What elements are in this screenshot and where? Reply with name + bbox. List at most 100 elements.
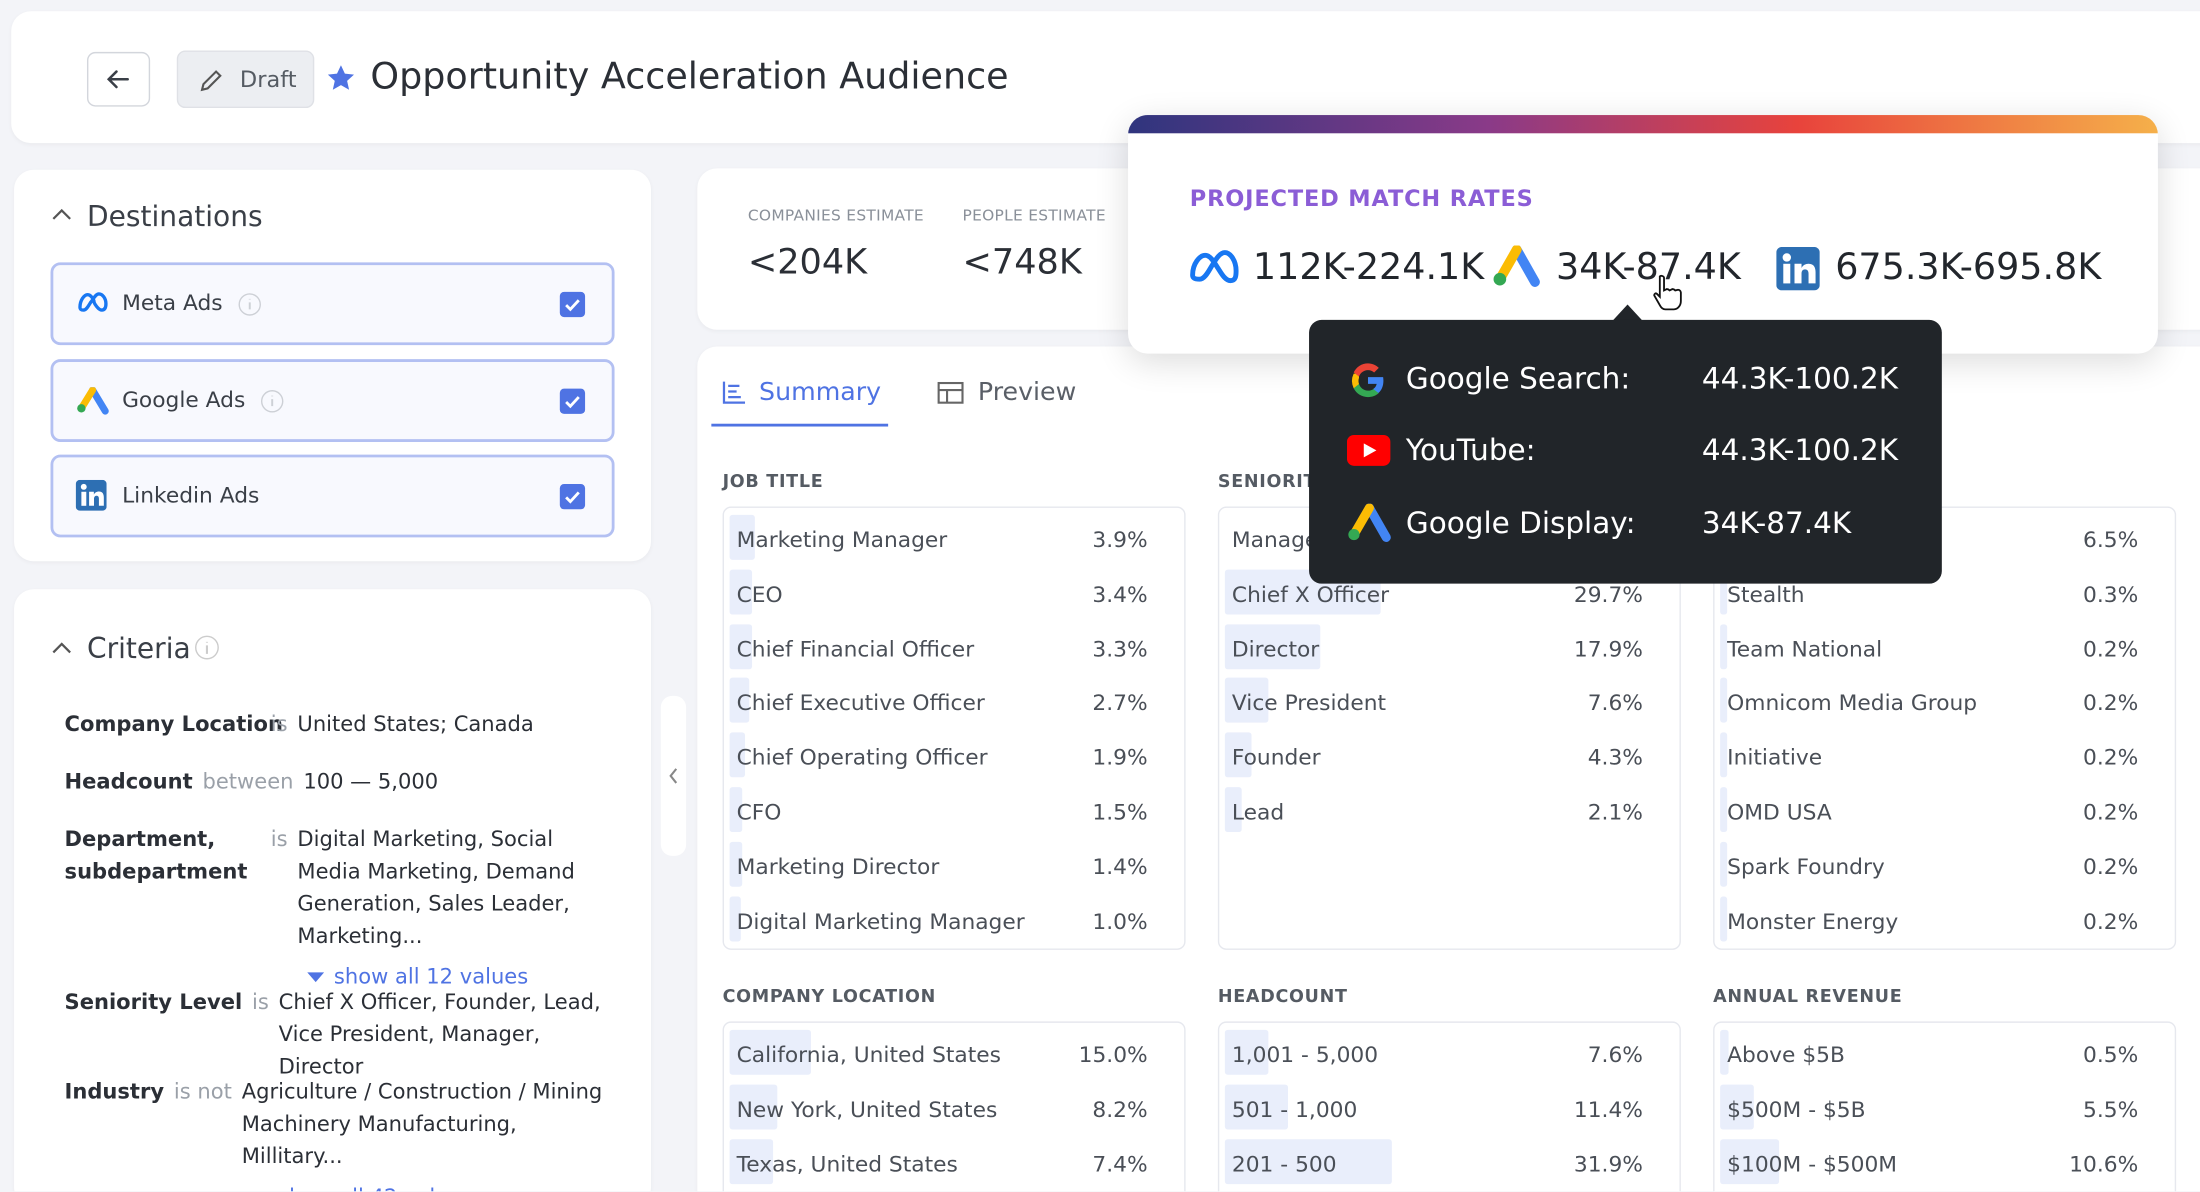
star-icon[interactable]: [326, 63, 357, 94]
stat-bar: [1720, 678, 1727, 724]
stat-name: 201 - 500: [1231, 1151, 1337, 1177]
stat-name: Director: [1231, 636, 1320, 662]
criterion: Industry is not Agriculture / Construction…: [65, 1076, 615, 1191]
stat-value: 1.4%: [1092, 854, 1148, 880]
stat-row: 0.3% Stealth: [1720, 569, 2169, 615]
stat-name: Texas, United States: [736, 1151, 958, 1177]
stat-value: 31.9%: [1573, 1151, 1643, 1177]
stat-bar: [729, 1029, 811, 1075]
stat-row: 0.2% Team National: [1720, 623, 2169, 669]
stat-name: Spark Foundry: [1727, 854, 1885, 880]
stat-value: 0.2%: [2082, 854, 2139, 880]
stat-name: Founder: [1231, 745, 1321, 771]
stat-row: 7.4% Texas, United States: [729, 1138, 1179, 1184]
stat-row: 7.6% Vice President: [1224, 678, 1674, 724]
stat-row: 0.2% Omnicom Media Group: [1720, 678, 2169, 724]
checkbox[interactable]: [559, 387, 586, 414]
stat-name: Team National: [1727, 636, 1883, 662]
page-title: Opportunity Acceleration Audience: [370, 56, 1009, 99]
estimate-label: COMPANIES ESTIMATE: [747, 206, 924, 225]
cursor: [1653, 274, 1682, 311]
stat-value: 2.1%: [1587, 799, 1643, 825]
criterion-operator: is: [270, 711, 288, 737]
stat-table: 15.0% California, United States 8.2% New Yo…: [722, 1021, 1186, 1192]
platform-icon-svg: [78, 292, 108, 312]
google-ads-icon: [1493, 245, 1540, 287]
platform-icon: [75, 479, 107, 516]
criterion-field: Headcount: [64, 768, 193, 795]
section-title: Criteria: [86, 631, 191, 666]
destination-item[interactable]: Meta Ads: [50, 262, 615, 346]
checkbox[interactable]: [559, 291, 586, 318]
table-title: HEADCOUNT: [1217, 984, 1348, 1006]
stat-name: CFO: [736, 799, 782, 825]
panel-handle[interactable]: [660, 695, 687, 856]
collapse-icon[interactable]: [51, 637, 73, 659]
stat-name: 501 - 1,000: [1231, 1096, 1358, 1123]
destination-item[interactable]: Google Ads: [50, 358, 615, 442]
tab[interactable]: Preview: [977, 377, 1077, 407]
stat-bar: [729, 1138, 773, 1184]
platform-icon-svg: [75, 479, 107, 511]
stat-row: 4.3% Founder: [1224, 732, 1674, 778]
stat-bar: [1224, 623, 1321, 669]
linkedin-icon: [1776, 246, 1820, 291]
check: [565, 299, 580, 312]
stat-row: 10.6% $100M - $500M: [1720, 1138, 2169, 1184]
criterion-value-text: United States; Canada: [297, 711, 534, 737]
show-more[interactable]: show all 12 values: [306, 961, 615, 993]
criterion-operator: is: [270, 826, 288, 852]
stat-value: 5.5%: [2082, 1096, 2139, 1123]
stat-name: Monster Energy: [1727, 908, 1899, 934]
stat-name: California, United States: [736, 1042, 1001, 1068]
chevron-icon: [669, 768, 678, 784]
stat-value: 29.7%: [1573, 581, 1643, 608]
stat-name: CEO: [736, 581, 783, 608]
tab[interactable]: Summary: [759, 377, 882, 407]
criterion: Department, subdepartment is Digital Marke…: [65, 824, 615, 994]
youtube-icon: [1346, 434, 1391, 466]
destination-label: Meta Ads: [122, 290, 223, 316]
stat-name: Vice President: [1231, 690, 1387, 717]
stat-row: 1.5% CFO: [729, 787, 1179, 833]
criterion-value: 100 — 5,000: [303, 766, 614, 798]
preview-icon: [937, 381, 964, 404]
meta-icon: [1190, 250, 1239, 284]
tooltip-label: Google Display:: [1405, 506, 1636, 541]
criterion-value-text: 100 — 5,000: [303, 768, 439, 795]
section-title: Destinations: [86, 199, 263, 233]
stat-name: Omnicom Media Group: [1727, 690, 1978, 717]
stat-name: $100M - $500M: [1727, 1151, 1898, 1177]
show-more[interactable]: show all 42 values: [250, 1181, 614, 1191]
stat-row: 2.1% Lead: [1224, 787, 1674, 833]
checkbox[interactable]: [559, 484, 586, 510]
stat-bar: [1720, 1138, 1780, 1184]
destination-item[interactable]: Linkedin Ads: [50, 454, 615, 538]
criterion-operator: is: [252, 989, 269, 1015]
tooltip-pointer: [1610, 304, 1645, 323]
criterion-value-text: Digital Marketing, Social Media Marketin…: [297, 826, 575, 949]
stat-bar: [1224, 1029, 1269, 1075]
stat-bar: [729, 841, 743, 887]
criterion-value: United States; Canada: [297, 709, 614, 741]
back-button[interactable]: [86, 51, 151, 107]
draft-pill[interactable]: Draft: [176, 50, 315, 109]
stat-name: Chief Operating Officer: [736, 745, 988, 771]
stat-table: 0.5% Above $5B 5.5% $500M - $5B 10.6% $100M -…: [1713, 1021, 2177, 1192]
info-icon: [237, 292, 262, 323]
criterion-operator: is not: [173, 1078, 232, 1105]
criterion-field: Industry: [64, 1078, 165, 1105]
back-icon: [106, 70, 129, 89]
tooltip-value: 44.3K-100.2K: [1701, 433, 1899, 468]
stat-value: 3.3%: [1092, 636, 1148, 662]
table-title: JOB TITLE: [722, 470, 824, 492]
collapse-icon[interactable]: [51, 203, 73, 225]
tooltip-value: 44.3K-100.2K: [1701, 361, 1899, 396]
platform-icon: [76, 290, 110, 318]
stat-row: 0.2% Initiative: [1720, 732, 2169, 778]
stat-bar: [729, 787, 743, 833]
tooltip-value: 34K-87.4K: [1701, 506, 1852, 541]
stat-value: 1.5%: [1092, 799, 1148, 825]
info-icon[interactable]: [194, 634, 221, 661]
